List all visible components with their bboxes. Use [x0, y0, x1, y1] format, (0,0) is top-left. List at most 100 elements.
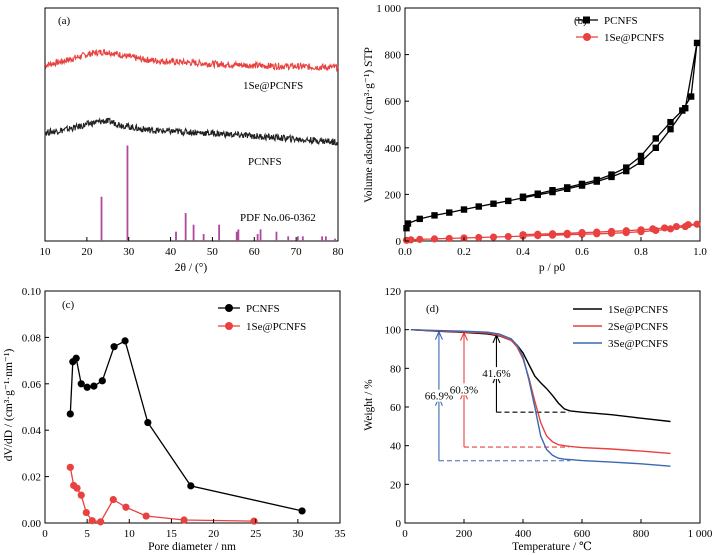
panel-b-frame: [404, 7, 701, 242]
panel-a-x-ticks: 10 20 30 40 50 60 70 80: [40, 237, 344, 258]
legend-label-2Se-d: 2Se@PCNFS: [608, 321, 668, 333]
x-tick-label: 70: [291, 246, 303, 258]
data-point: [73, 484, 81, 492]
legend-label-3Se-d: 3Se@PCNFS: [608, 338, 668, 350]
data-point: [505, 197, 512, 205]
y-tick-label: 0.08: [22, 332, 42, 344]
tga-curve-2: [410, 329, 671, 467]
data-point: [623, 167, 630, 175]
x-tick-label: 20: [81, 246, 93, 258]
panel-b-isotherm: (b) PCNFS 1Se@PCNFS 0.0 0.2 0.4 0.6 0.8 1.002…: [363, 3, 707, 274]
panel-a-label-pcnfs: PCNFS: [248, 156, 282, 168]
panel-d-legend: 1Se@PCNFS 2Se@PCNFS 3Se@PCNFS: [573, 304, 668, 350]
x-tick-label: 50: [207, 246, 219, 258]
data-point: [407, 236, 415, 244]
x-tick-label: 200: [456, 528, 473, 540]
x-tick-label: 0.6: [575, 246, 589, 258]
data-point: [593, 176, 600, 184]
tga-curve-0: [410, 329, 671, 423]
y-tick-label: 400: [385, 143, 402, 155]
panel-a-frame: [44, 7, 339, 242]
x-tick-label: 400: [515, 528, 532, 540]
mass-loss-label: 60.3%: [450, 384, 478, 396]
data-point: [564, 184, 571, 191]
label-bg: [449, 383, 479, 396]
data-point: [548, 230, 557, 238]
data-point: [250, 517, 258, 525]
y-tick-label: 0.06: [22, 379, 42, 391]
data-point: [504, 232, 512, 241]
legend-label-1Se-d: 1Se@PCNFS: [608, 304, 668, 316]
panel-d-annotations: 66.9%60.3% 41.6%: [423, 330, 571, 462]
data-point: [460, 206, 468, 213]
data-point: [534, 190, 541, 197]
panel-d-label: (d): [426, 303, 439, 315]
data-point: [66, 463, 74, 471]
data-point: [666, 225, 675, 233]
data-point: [445, 234, 453, 243]
x-tick-label: 0: [402, 528, 408, 540]
y-tick-label: 800: [385, 50, 402, 62]
legend-label-1Se: 1Se@PCNFS: [604, 32, 664, 44]
label-bg: [423, 389, 454, 402]
panel-b-xlabel: p / p0: [539, 262, 565, 274]
data-point: [549, 187, 556, 194]
data-point: [578, 180, 586, 188]
x-tick-label: 10: [124, 528, 136, 540]
y-tick-label: 1 000: [376, 3, 401, 15]
legend-marker-1Se-c: [225, 322, 233, 330]
data-point: [622, 227, 630, 235]
data-point: [180, 516, 188, 524]
data-point: [431, 212, 438, 219]
y-tick-label: 80: [390, 363, 402, 375]
x-tick-label: 5: [84, 528, 90, 540]
mass-loss-label: 66.9%: [425, 391, 453, 403]
data-point: [430, 235, 439, 243]
x-tick-label: 30: [292, 528, 304, 540]
data-point: [489, 233, 498, 241]
panel-a-pcnfs-curve: [44, 117, 339, 146]
panel-a-xlabel: 2θ / (°): [175, 262, 208, 274]
data-point: [623, 164, 630, 171]
data-point: [144, 418, 152, 427]
y-tick-label: 0: [396, 518, 402, 530]
y-tick-label: 600: [385, 96, 402, 108]
panel-a-xrd: (a) 1Se@PCNFS PCNFS PDF No.06-0362 10 20 3…: [40, 7, 344, 274]
series-line-0: [69, 339, 303, 512]
x-tick-label: 0.0: [398, 246, 412, 258]
legend-marker-pcnfs: [583, 16, 590, 24]
data-point: [404, 220, 412, 227]
panel-c-legend: PCNFS 1Se@PCNFS: [218, 303, 306, 333]
panel-d-tga: (d) 66.9%60.3% 41.6% 1Se@PCNFS 2Se@PCNFS …: [363, 286, 713, 553]
data-point: [142, 512, 150, 520]
panel-b-ticks: 0.0 0.2 0.4 0.6 0.8 1.0 0 200 400 600 800 1 000: [376, 3, 707, 258]
panel-c-frame: [44, 290, 341, 524]
label-bg: [481, 367, 512, 380]
data-point: [83, 383, 91, 391]
data-point: [90, 382, 98, 390]
data-point: [652, 135, 659, 142]
panel-a-1Se-curve: [44, 48, 339, 72]
y-tick-label: 100: [385, 325, 402, 337]
panel-d-xlabel: Temperature / ℃: [512, 541, 592, 553]
x-tick-label: 0: [42, 528, 48, 540]
data-point: [490, 200, 497, 207]
data-point: [77, 491, 85, 499]
y-tick-label: 120: [385, 286, 402, 298]
data-point: [97, 518, 105, 526]
data-point: [88, 517, 96, 525]
data-point: [693, 39, 701, 47]
legend-marker-pcnfs-c: [225, 304, 233, 312]
x-tick-label: 0.4: [516, 246, 530, 258]
data-point: [661, 224, 669, 232]
panel-b-series: [402, 39, 701, 244]
legend-marker-1Se: [583, 33, 591, 41]
x-tick-label: 1.0: [693, 246, 707, 258]
data-point: [534, 230, 542, 238]
panel-d-series: [410, 329, 671, 467]
y-tick-label: 0.00: [22, 518, 42, 530]
panel-d-ticks: 0 200 400 600 800 1 000 0 20 40 60 80 100 120: [385, 286, 713, 540]
data-point: [475, 203, 482, 210]
panel-a-label: (a): [58, 15, 71, 27]
